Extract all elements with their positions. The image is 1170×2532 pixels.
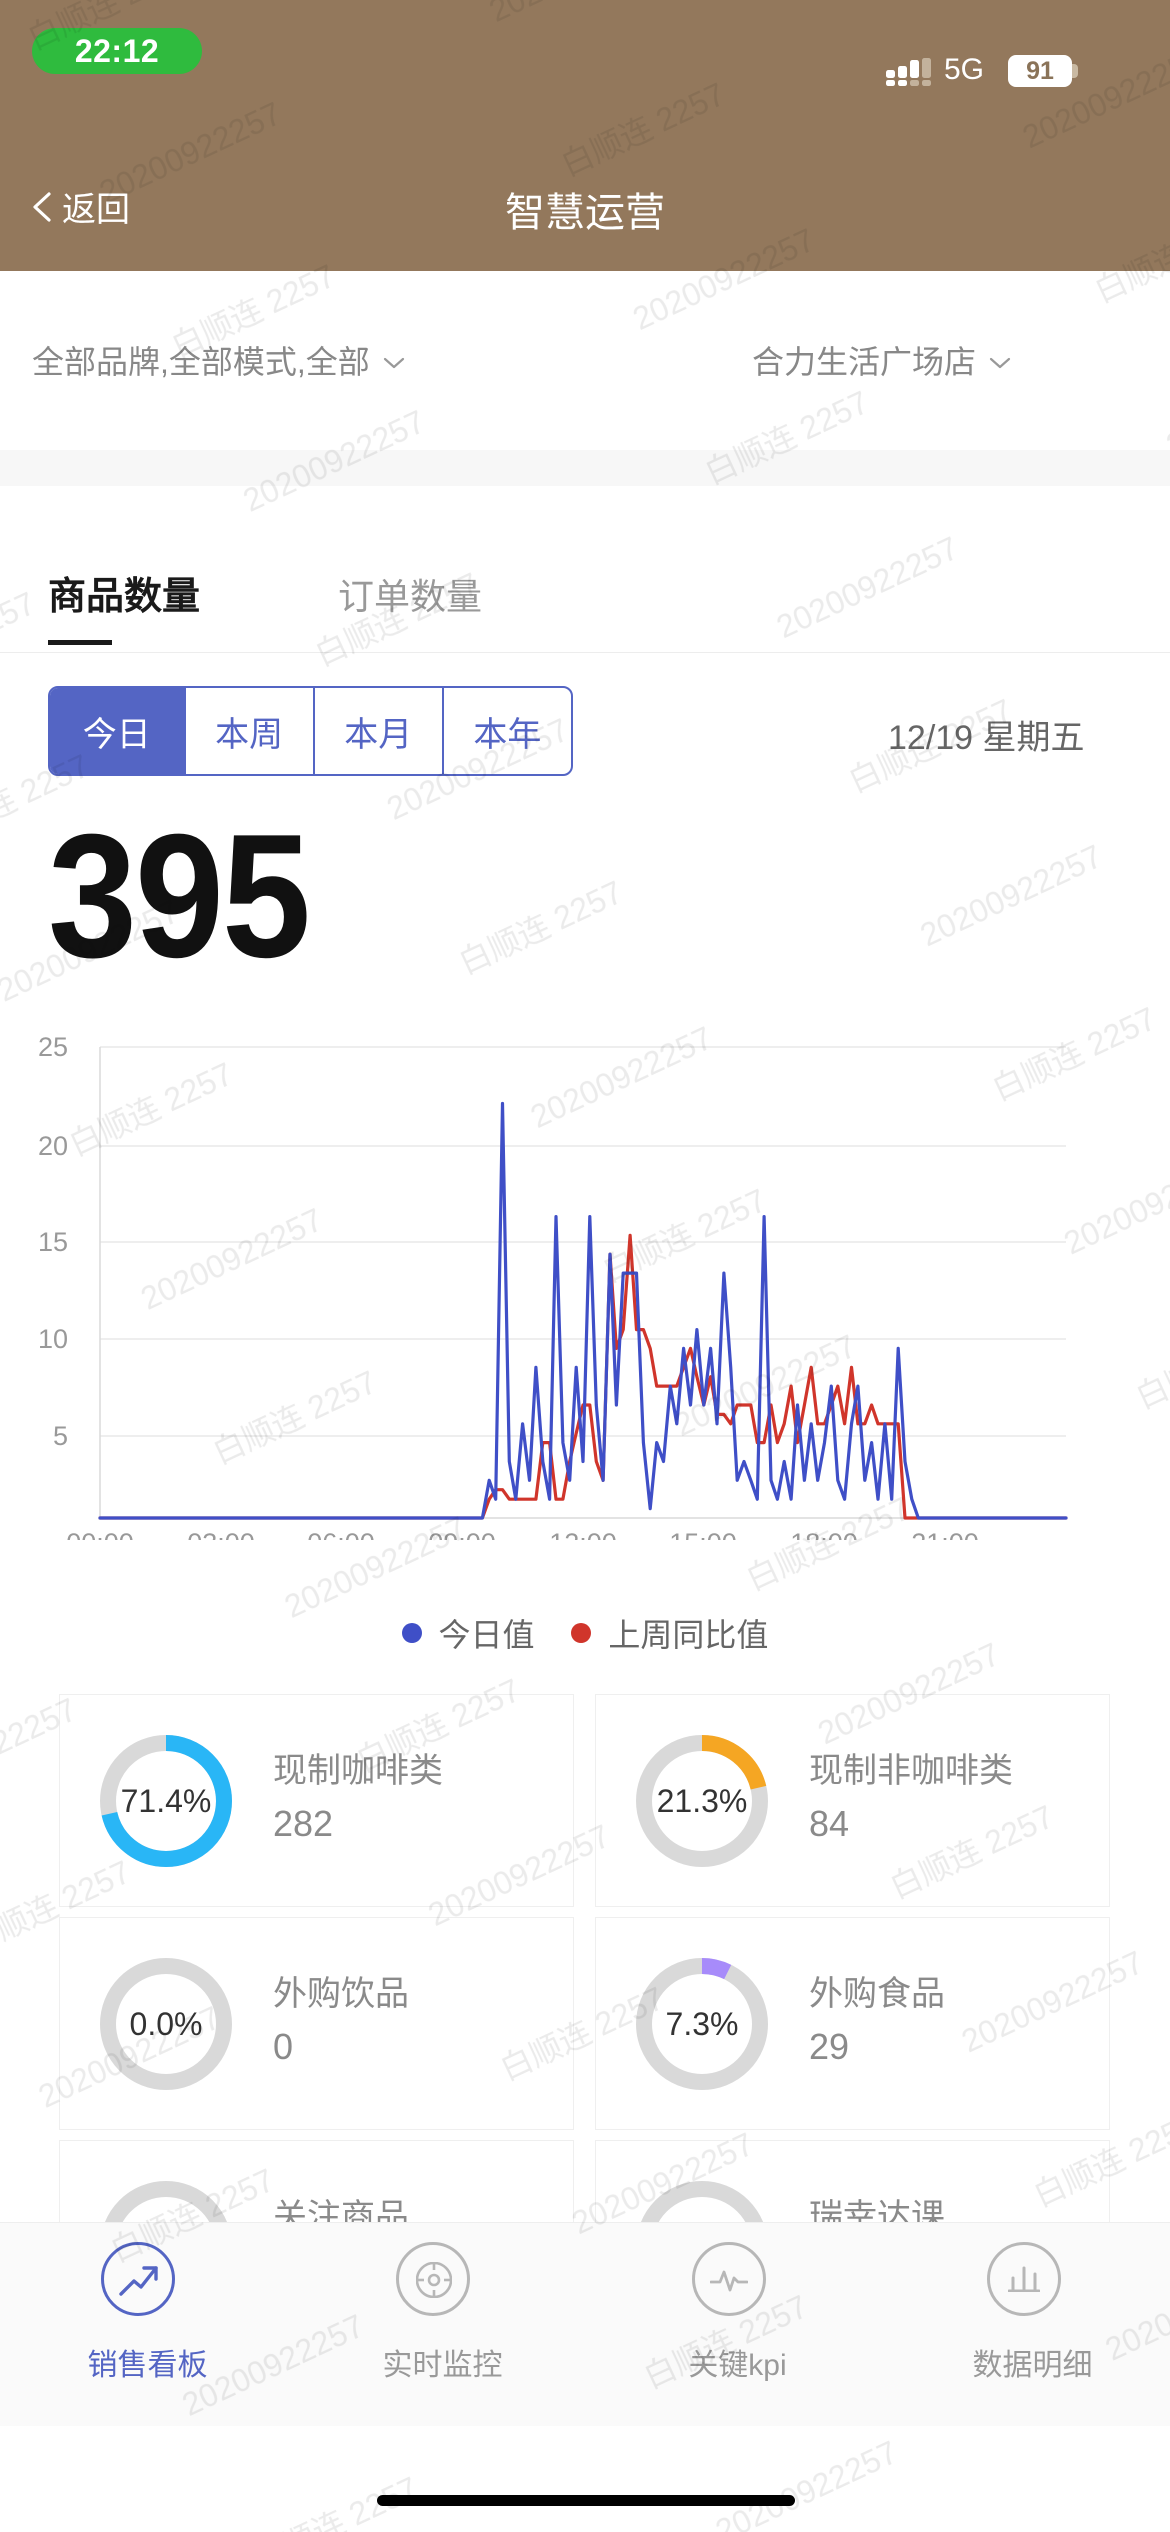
svg-text:25: 25	[38, 1032, 68, 1062]
svg-text:12:00: 12:00	[549, 1528, 617, 1540]
svg-text:5: 5	[53, 1421, 68, 1451]
svg-text:21:00: 21:00	[911, 1528, 979, 1540]
svg-text:03:00: 03:00	[187, 1528, 255, 1540]
svg-text:10: 10	[38, 1324, 68, 1354]
svg-text:15:00: 15:00	[669, 1528, 737, 1540]
svg-text:18:00: 18:00	[790, 1528, 858, 1540]
svg-text:15: 15	[38, 1227, 68, 1257]
svg-text:09:00: 09:00	[428, 1528, 496, 1540]
svg-text:00:00: 00:00	[66, 1528, 134, 1540]
svg-text:20: 20	[38, 1131, 68, 1161]
svg-text:06:00: 06:00	[307, 1528, 375, 1540]
